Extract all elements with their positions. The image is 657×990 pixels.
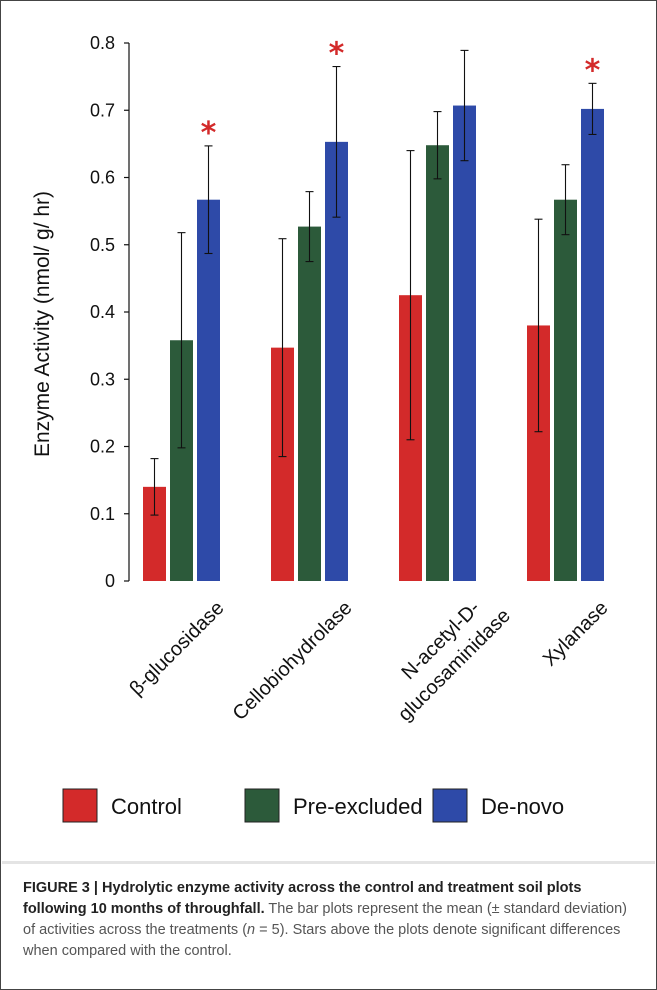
bar-0-0	[143, 486, 166, 581]
significance-star-1: *	[329, 37, 345, 72]
bar-chart: 0 0.1 0.2 0.3 0.4 0.5 0.6 0.7 0.8 Enzyme Activity…	[31, 33, 613, 823]
legend-swatch-2	[432, 788, 468, 823]
y-tick-label-8: 0.8	[90, 33, 115, 53]
y-tick-label-1: 0.1	[90, 504, 115, 524]
legend-label-2: De-novo	[481, 794, 564, 819]
legend-swatch-1	[244, 788, 280, 823]
category-label-3: Xylanase	[539, 597, 613, 671]
bar-2-3	[581, 108, 604, 581]
bar-1-1	[298, 226, 321, 581]
caption-text-2: = 5). Stars above the plots denote signi…	[23, 922, 621, 959]
caption-text-1: The bar plots represent the mean (± stan…	[23, 901, 627, 938]
category-label-line: Xylanase	[539, 597, 613, 671]
caption-divider	[2, 861, 655, 864]
category-label-0: β-glucosidase	[125, 597, 228, 700]
caption-n-symbol: n	[247, 922, 256, 938]
category-label-line: β-glucosidase	[125, 597, 228, 700]
y-tick-label-0: 0	[105, 571, 115, 591]
caption-label: FIGURE 3 | Hydrolytic enzyme activity ac…	[23, 880, 582, 917]
category-label-1: Cellobiohydrolase	[229, 597, 357, 725]
legend-label-0: Control	[111, 794, 182, 819]
y-tick-label-7: 0.7	[90, 100, 115, 120]
y-tick-label-5: 0.5	[90, 235, 115, 255]
y-tick-label-2: 0.2	[90, 437, 115, 457]
y-tick-label-6: 0.6	[90, 168, 115, 188]
y-tick-label-4: 0.4	[90, 302, 115, 322]
y-axis-title: Enzyme Activity (nmol/ g/ hr)	[31, 191, 54, 457]
legend-label-1: Pre-excluded	[293, 794, 423, 819]
bar-0-3	[527, 325, 550, 581]
bar-2-2	[453, 105, 476, 581]
legend-swatch-0	[62, 788, 98, 823]
figure-caption: FIGURE 3 | Hydrolytic enzyme activity ac…	[23, 878, 633, 962]
category-label-line: Cellobiohydrolase	[229, 597, 357, 725]
bar-2-1	[325, 141, 348, 582]
significance-star-2: *	[585, 53, 601, 88]
bar-2-0	[197, 199, 220, 581]
y-tick-label-3: 0.3	[90, 369, 115, 389]
category-label-2: N-acetyl-D-glucosaminidase	[375, 586, 515, 726]
bar-0-1	[271, 347, 294, 581]
significance-star-0: *	[201, 116, 217, 151]
bar-1-0	[170, 340, 193, 581]
bar-1-3	[554, 199, 577, 581]
bar-1-2	[426, 145, 449, 581]
